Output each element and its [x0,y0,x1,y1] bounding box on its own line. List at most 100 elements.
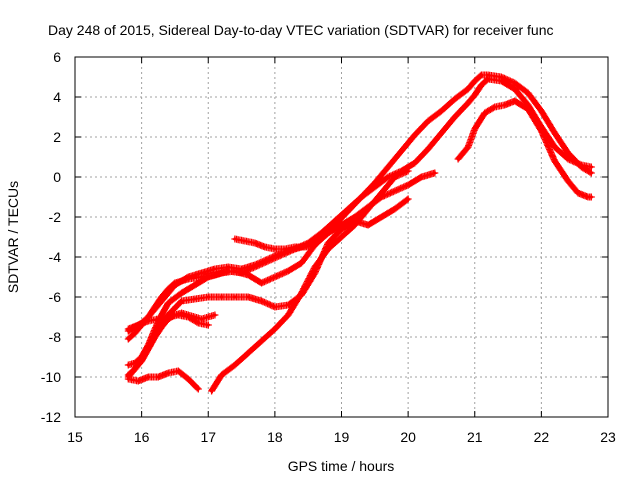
data-point [413,161,417,165]
data-point [299,261,304,265]
data-point [439,109,444,113]
data-point [326,247,330,251]
series-track-8 [208,167,412,395]
data-point [226,265,230,269]
y-tick-labels: -12 -10 -8 -6 -4 -2 0 2 4 6 [41,49,61,425]
y-tick-label: -12 [41,409,61,425]
data-point [186,277,190,281]
data-point [419,175,424,179]
data-point [206,275,210,279]
y-tick-label: -10 [41,369,61,385]
data-point [140,359,144,363]
data-point [526,107,530,111]
data-point [209,389,214,393]
data-point [466,87,470,91]
data-point [526,91,530,95]
series-track-9 [231,235,319,253]
data-point [339,235,344,239]
data-point [326,241,330,245]
data-point [313,265,317,269]
data-point [393,207,397,211]
data-point [406,169,410,173]
data-point [156,375,160,379]
data-point [219,373,224,377]
series-track-10 [454,97,595,201]
data-point [136,379,140,383]
data-point [166,301,170,305]
data-series [124,71,595,395]
data-point [473,127,477,131]
data-point [193,283,197,287]
x-tick-label: 19 [334,429,350,445]
data-point [483,111,487,115]
data-point [243,239,247,243]
data-point [586,195,590,199]
data-point [196,387,200,391]
chart-title: Day 248 of 2015, Sidereal Day-to-day VTE… [48,22,554,38]
data-point [186,315,190,319]
data-point [339,227,344,231]
data-point [176,369,180,373]
data-point [126,363,130,367]
x-tick-label: 17 [200,429,216,445]
data-point [283,247,287,251]
y-tick-label: 6 [53,49,61,65]
data-point [246,273,250,277]
data-point [579,165,583,169]
y-tick-label: 2 [53,129,61,145]
data-point [406,197,410,201]
y-tick-label: 4 [53,89,61,105]
data-point [359,195,364,199]
series-track-7 [124,311,212,333]
data-point [366,207,370,211]
data-point [160,325,164,329]
data-point [566,151,570,155]
data-point [479,83,484,87]
data-point [279,253,284,257]
data-point [263,245,267,249]
y-tick-label: -4 [49,249,62,265]
data-point [399,149,404,153]
data-point [333,219,337,223]
data-point [246,351,250,355]
data-point [539,129,543,133]
data-point [486,73,490,77]
data-point [133,367,137,371]
data-point [353,223,357,227]
x-tick-label: 21 [467,429,483,445]
data-point [486,77,490,81]
data-point [206,295,210,299]
data-point [180,299,184,303]
x-tick-label: 16 [134,429,150,445]
y-axis-label: SDTVAR / TECUs [5,181,21,293]
data-point [366,223,370,227]
data-point [499,79,503,83]
data-point [180,291,184,295]
data-point [513,87,517,91]
data-point [166,315,170,319]
data-point [499,75,503,79]
data-point [153,335,157,339]
x-axis-label: GPS time / hours [288,458,395,474]
data-point [479,73,484,77]
data-point [196,321,200,325]
data-point [473,79,477,83]
data-point [473,93,477,97]
data-point [126,373,130,377]
data-point [466,101,470,105]
data-point [253,241,257,245]
data-point [303,245,307,249]
data-point [346,207,350,211]
x-tick-label: 23 [600,429,616,445]
data-point [259,281,264,285]
data-point [589,165,593,169]
data-point [233,295,237,299]
data-point [493,105,497,109]
data-point [166,287,170,291]
data-point [466,145,470,149]
x-tick-label: 15 [67,429,83,445]
data-point [379,191,384,195]
data-point [273,327,277,331]
y-tick-label: -2 [49,209,62,225]
data-point [146,375,150,379]
